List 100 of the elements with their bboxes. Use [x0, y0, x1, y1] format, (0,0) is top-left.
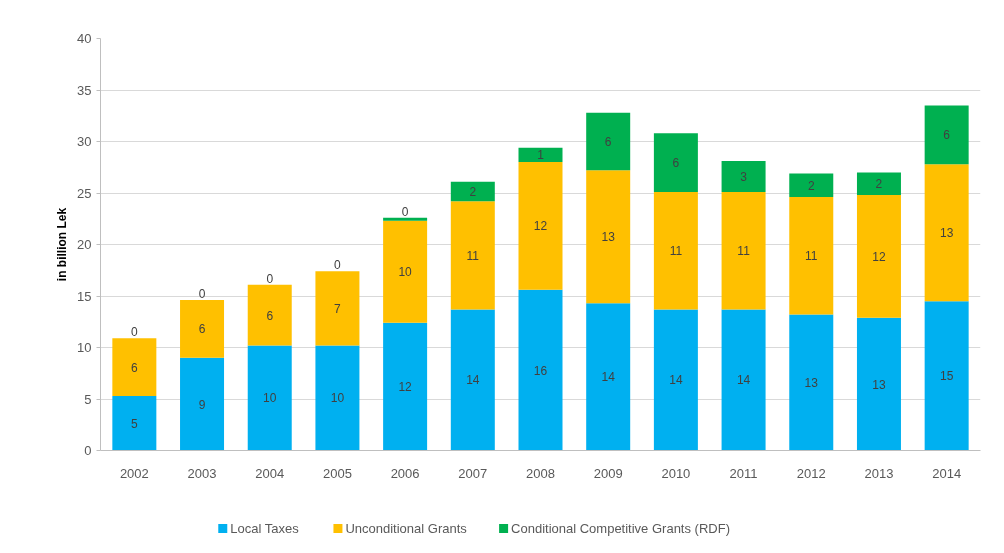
bar — [789, 197, 834, 315]
y-tick-label: 20 — [77, 237, 92, 252]
bar — [856, 195, 901, 318]
bar — [653, 191, 698, 310]
y-tick-label: 35 — [77, 82, 92, 98]
data-label: 0 — [131, 325, 139, 340]
bar — [721, 191, 766, 310]
x-tick-label: 2012 — [796, 465, 826, 481]
bar — [856, 317, 901, 451]
y-tick-label: 0 — [84, 443, 92, 458]
x-tick-label: 2009 — [593, 465, 623, 481]
data-label: 6 — [672, 156, 680, 171]
data-label: 9 — [198, 397, 206, 412]
data-label: 2 — [875, 177, 883, 192]
data-label: 0 — [266, 271, 274, 286]
data-label: 6 — [943, 128, 951, 143]
bar — [924, 105, 969, 165]
bar — [586, 112, 631, 171]
data-label: 11 — [805, 249, 818, 264]
x-tick-label: 2014 — [932, 465, 962, 481]
bar — [586, 303, 631, 451]
bar — [721, 161, 766, 192]
bar — [653, 133, 698, 192]
data-label: 3 — [740, 170, 748, 185]
x-tick-label: 2003 — [187, 465, 217, 481]
data-label: 13 — [872, 377, 886, 392]
y-axis-title: in billion Lek — [55, 207, 70, 282]
y-tick-label: 15 — [77, 288, 92, 304]
bar — [586, 170, 631, 304]
y-tick-label: 30 — [77, 134, 92, 149]
bar — [450, 181, 495, 202]
bar — [789, 314, 834, 451]
data-label: 6 — [604, 135, 612, 149]
bar — [518, 289, 563, 451]
bar — [924, 164, 969, 302]
data-label: 14 — [736, 373, 751, 388]
legend-label: Unconditional Grants — [345, 521, 468, 536]
data-label: 11 — [669, 244, 683, 259]
bar — [315, 345, 360, 451]
data-label: 5 — [131, 416, 139, 431]
data-label: 7 — [334, 301, 342, 316]
data-label: 0 — [334, 258, 342, 273]
bar — [247, 345, 292, 451]
data-label: 10 — [263, 391, 277, 406]
x-tick-label: 2005 — [322, 465, 352, 481]
bar — [383, 217, 428, 221]
data-label: 13 — [939, 226, 954, 241]
data-label: 2 — [807, 178, 815, 193]
data-label: 1 — [537, 148, 545, 163]
data-label: 13 — [601, 230, 616, 245]
data-label: 0 — [198, 287, 206, 302]
bar — [180, 357, 225, 451]
legend-label: Conditional Competitive Grants (RDF) — [511, 521, 730, 536]
bar — [721, 309, 766, 451]
x-tick-label: 2002 — [119, 465, 149, 481]
data-label: 10 — [398, 265, 413, 280]
bar — [315, 271, 360, 346]
y-tick-label: 5 — [84, 391, 92, 407]
data-label: 14 — [669, 373, 683, 388]
bar — [653, 309, 698, 451]
bar — [247, 284, 292, 346]
x-tick-label: 2008 — [526, 465, 555, 481]
data-label: 12 — [398, 380, 413, 395]
data-label: 11 — [466, 248, 480, 263]
x-tick-label: 2013 — [864, 465, 894, 481]
bar — [789, 173, 834, 198]
data-label: 16 — [533, 363, 548, 378]
data-label: 14 — [466, 373, 480, 388]
y-tick-label: 25 — [77, 185, 92, 201]
bar — [856, 172, 901, 196]
bar — [450, 201, 495, 310]
data-label: 2 — [469, 184, 477, 199]
bar — [112, 338, 157, 396]
x-tick-label: 2011 — [729, 465, 758, 481]
bar — [112, 395, 157, 451]
y-tick-label: 10 — [77, 340, 92, 355]
y-tick-label: 40 — [77, 31, 92, 46]
bar — [924, 301, 969, 451]
bar — [383, 220, 428, 323]
data-label: 12 — [533, 219, 548, 234]
data-label: 6 — [266, 308, 274, 323]
data-label: 0 — [401, 204, 409, 219]
data-label: 12 — [872, 249, 886, 264]
data-label: 6 — [131, 360, 139, 375]
data-label: 14 — [601, 370, 616, 385]
x-tick-label: 2007 — [458, 465, 488, 481]
x-tick-label: 2004 — [255, 465, 285, 481]
x-tick-label: 2010 — [661, 465, 691, 481]
data-label: 13 — [804, 376, 819, 391]
data-label: 10 — [330, 391, 345, 406]
data-label: 15 — [939, 369, 954, 384]
legend-label: Local Taxes — [230, 521, 300, 536]
data-label: 11 — [737, 244, 751, 259]
bar — [518, 162, 563, 290]
bar — [450, 309, 495, 451]
bar — [180, 300, 225, 358]
bar — [518, 147, 563, 163]
x-tick-label: 2006 — [390, 465, 420, 481]
bar — [383, 322, 428, 451]
data-label: 6 — [198, 322, 206, 337]
